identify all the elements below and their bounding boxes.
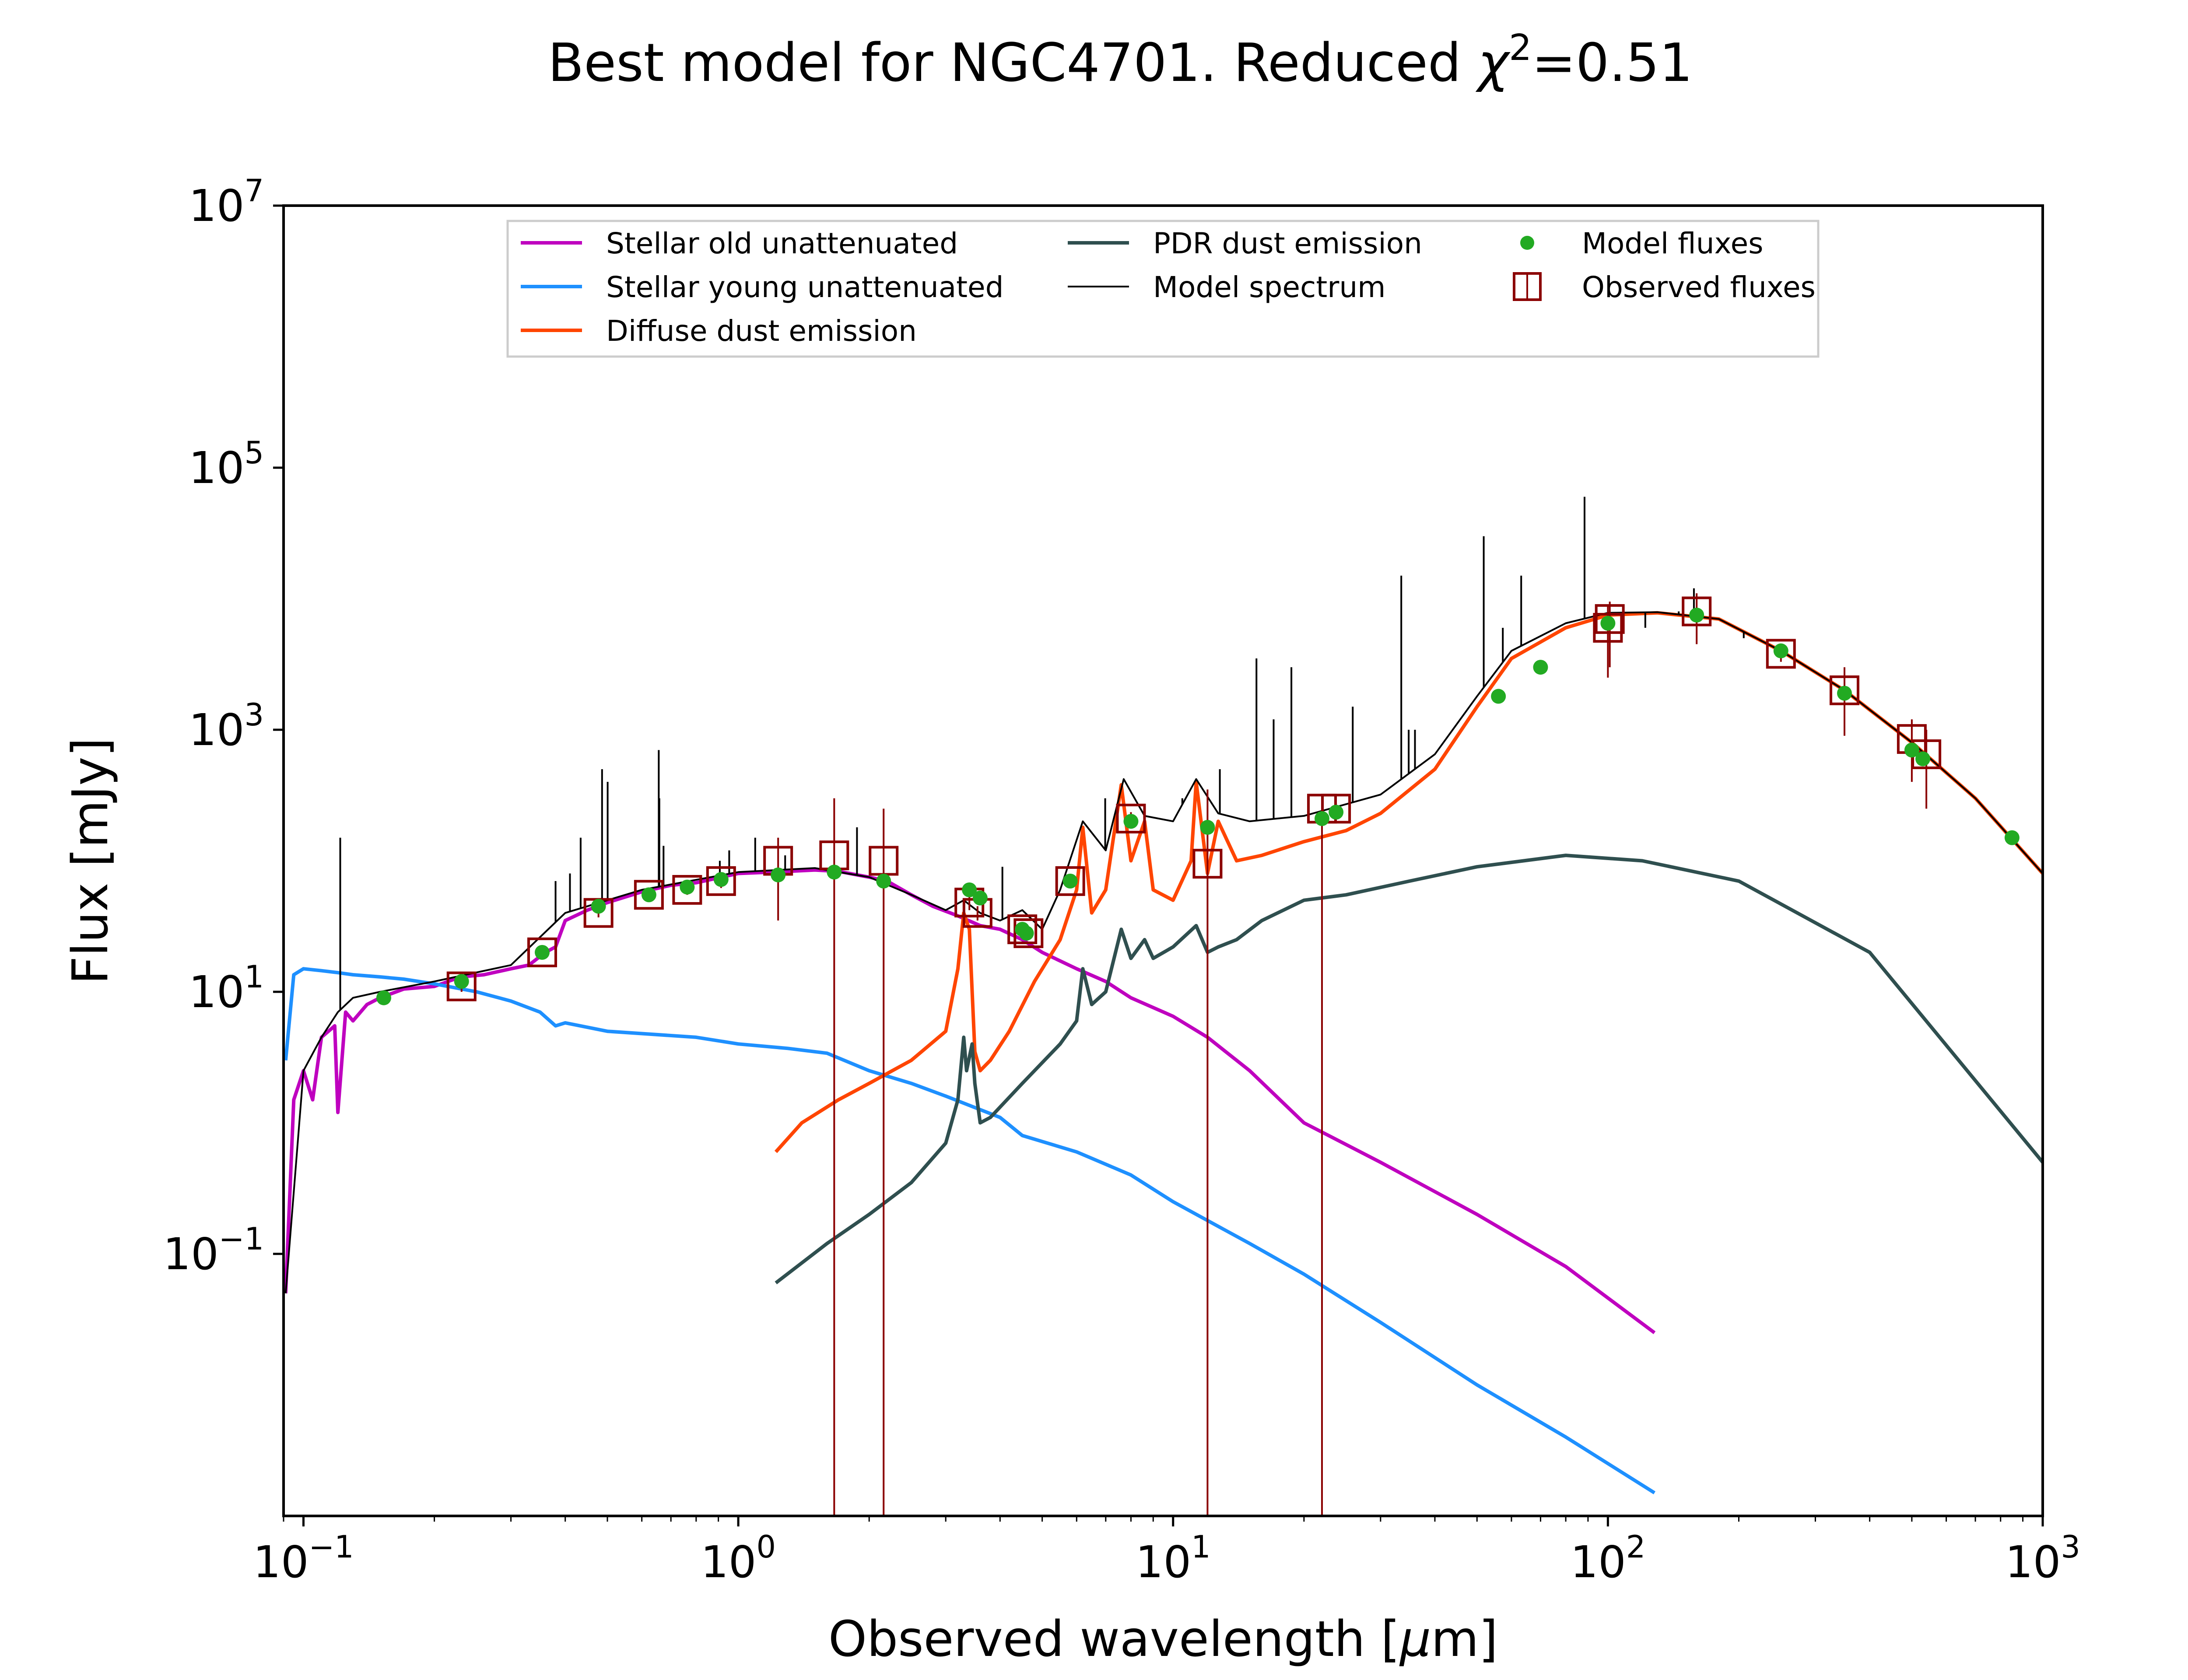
model-flux-point — [591, 899, 606, 914]
chart-title: Best model for NGC4701. Reduced χ2=0.51 — [548, 27, 1693, 94]
model-flux-point — [1915, 751, 1931, 766]
observed-flux-marker — [1116, 803, 1146, 833]
legend-swatch — [1520, 236, 1534, 250]
x-axis-label: Observed wavelength [μm] — [828, 1611, 1498, 1668]
x-tick-label: 103 — [2005, 1529, 2080, 1588]
model-flux-point — [972, 890, 988, 906]
legend-label: Stellar old unattenuated — [606, 227, 958, 260]
model-flux-point — [1533, 660, 1548, 675]
x-tick-label: 101 — [1136, 1529, 1211, 1588]
model-flux-point — [876, 873, 891, 889]
x-tick-label: 102 — [1570, 1529, 1645, 1588]
model-flux-point — [1062, 873, 1078, 889]
legend-label: Stellar young unattenuated — [606, 270, 1004, 304]
plot-frame — [282, 204, 2044, 1517]
series-stellar-old-unattenuated — [284, 868, 1656, 1334]
legend-label: Model spectrum — [1153, 270, 1385, 304]
observed-flux-marker — [1682, 596, 1712, 626]
model-flux-point — [680, 879, 695, 895]
y-tick-label: 101 — [189, 959, 264, 1018]
x-tick-label: 100 — [701, 1529, 776, 1588]
series-pdr-dust-emission — [775, 854, 2043, 1284]
model-flux-point — [376, 990, 391, 1005]
observed-flux-marker — [706, 866, 736, 896]
observed-flux-marker — [1192, 849, 1223, 879]
x-tick-label: 10−1 — [253, 1529, 354, 1588]
y-tick-label: 103 — [189, 697, 264, 756]
legend: Stellar old unattenuated Stellar young un… — [506, 220, 1820, 358]
observed-flux-marker — [1007, 914, 1038, 945]
model-flux-point — [641, 887, 656, 903]
plot-content — [284, 497, 2043, 1516]
observed-flux-marker — [1766, 639, 1796, 669]
observed-flux-marker — [446, 971, 477, 1001]
series-stellar-young-unattenuated — [284, 967, 1656, 1494]
model-flux-point — [713, 872, 729, 887]
model-flux-point — [1491, 689, 1506, 704]
model-flux-point — [827, 864, 842, 880]
y-tick-label: 107 — [189, 173, 264, 231]
model-flux-point — [1773, 643, 1788, 658]
observed-flux-marker — [1593, 612, 1623, 643]
model-flux-point — [1600, 616, 1616, 631]
legend-label: PDR dust emission — [1153, 227, 1422, 260]
model-flux-point — [1904, 742, 1919, 758]
legend-label: Observed fluxes — [1582, 270, 1816, 304]
model-flux-point — [1837, 686, 1852, 701]
axis-ticks: 10−1 100 101 102 103 10−1 101 103 105 107 — [163, 173, 2080, 1588]
observed-flux-marker — [1013, 918, 1044, 948]
model-flux-point — [962, 882, 977, 897]
model-flux-point — [771, 867, 786, 882]
model-flux-point — [1123, 814, 1139, 829]
observed-flux-marker — [1595, 604, 1625, 634]
model-flux-point — [2004, 830, 2020, 845]
y-tick-label: 10−1 — [163, 1221, 264, 1280]
model-flux-point — [1019, 926, 1034, 941]
model-flux-point — [1689, 607, 1704, 623]
y-axis-label: Flux [mJy] — [62, 738, 119, 984]
model-flux-point — [454, 974, 469, 989]
legend-label: Model fluxes — [1582, 227, 1764, 260]
model-flux-point — [1200, 820, 1215, 835]
model-flux-point — [1314, 811, 1329, 826]
legend-box — [506, 220, 1820, 358]
legend-label: Diffuse dust emission — [606, 314, 917, 348]
y-tick-label: 105 — [189, 435, 264, 494]
plot-area — [284, 497, 2043, 1516]
observed-flux-marker — [527, 937, 557, 967]
observed-flux-marker — [634, 880, 664, 910]
observed-flux-marker — [672, 875, 702, 905]
model-flux-point — [534, 945, 550, 960]
observed-flux-marker — [1055, 866, 1085, 896]
observed-flux-marker — [1321, 794, 1351, 824]
model-flux-point — [1329, 805, 1344, 820]
observed-flux-marker — [1829, 675, 1859, 705]
